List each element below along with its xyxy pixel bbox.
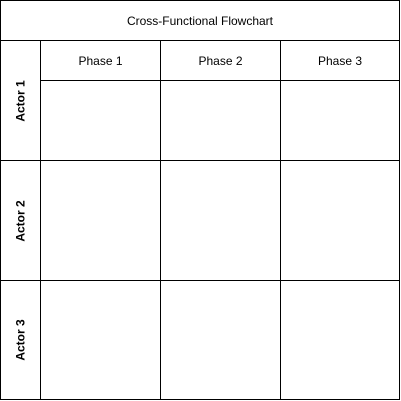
phase-header-3[interactable]: Phase 3 — [317, 53, 363, 68]
lane-divider-2 — [0, 280, 400, 281]
outer-border-bottom — [0, 399, 400, 400]
swimlane-cell-actor-3-phase-1[interactable] — [40, 280, 160, 400]
flowchart-title[interactable]: Cross-Functional Flowchart — [126, 13, 274, 28]
swimlane-cell-actor-3-phase-3[interactable] — [280, 280, 400, 400]
actor-lane-1[interactable]: Actor 1 — [1, 41, 40, 160]
swimlane-cell-actor-2-phase-1[interactable] — [40, 160, 160, 280]
phase-header-1[interactable]: Phase 1 — [78, 53, 123, 68]
actor-label-2: Actor 2 — [13, 199, 28, 242]
swimlane-cell-actor-2-phase-2[interactable] — [160, 160, 280, 280]
actor-lane-3[interactable]: Actor 3 — [1, 281, 40, 399]
swimlane-cell-actor-2-phase-3[interactable] — [280, 160, 400, 280]
swimlane-cell-actor-3-phase-2[interactable] — [160, 280, 280, 400]
lane-divider-1 — [0, 160, 400, 161]
phase-divider-1 — [160, 40, 161, 400]
title-divider — [0, 40, 400, 41]
outer-border-left — [0, 0, 1, 400]
phase-header-divider — [40, 80, 400, 81]
actor-lane-2[interactable]: Actor 2 — [1, 161, 40, 280]
phase-header-2[interactable]: Phase 2 — [198, 53, 243, 68]
actor-column-divider — [40, 40, 41, 400]
outer-border-top — [0, 0, 400, 1]
actor-label-3: Actor 3 — [13, 319, 28, 361]
outer-border-right — [399, 0, 400, 400]
phase-divider-2 — [280, 40, 281, 400]
actor-label-1: Actor 1 — [13, 79, 28, 122]
